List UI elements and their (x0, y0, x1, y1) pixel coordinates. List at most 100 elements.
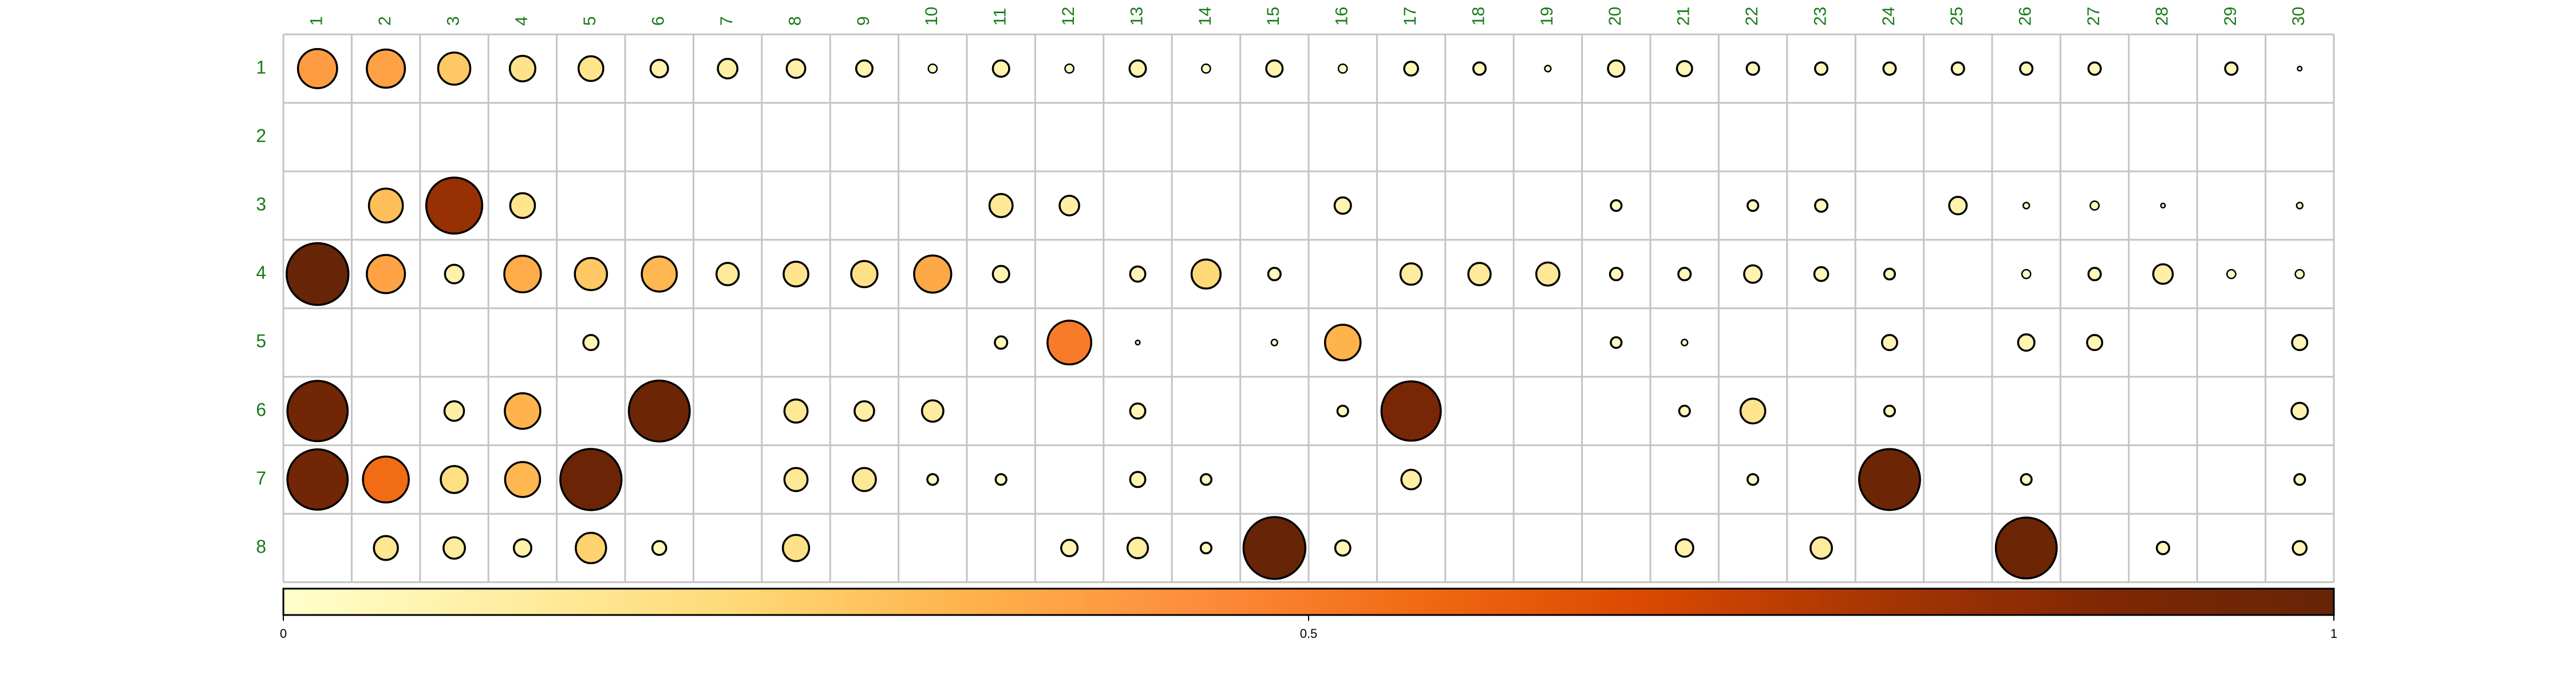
column-label: 21 (1674, 7, 1693, 26)
bubble-r8-c2 (373, 535, 399, 561)
bubble-r3-c28 (2160, 202, 2166, 209)
bubble-r6-c17 (1380, 380, 1442, 442)
column-label: 28 (2152, 7, 2171, 26)
bubble-r8-c12 (1060, 538, 1079, 558)
bubble-r3-c16 (1333, 196, 1352, 215)
bubble-r1-c14 (1201, 63, 1211, 74)
bubble-r5-c13 (1135, 340, 1141, 346)
bubble-r1-c22 (1745, 61, 1760, 76)
column-label: 4 (512, 16, 531, 26)
row-label: 7 (256, 468, 266, 488)
bubble-r1-c21 (1676, 60, 1693, 77)
bubble-r3-c27 (2089, 200, 2100, 211)
grid (282, 33, 2335, 583)
bubble-r3-c2 (368, 187, 404, 224)
bubble-r4-c20 (1609, 267, 1623, 282)
bubble-r7-c14 (1199, 473, 1213, 486)
bubble-r1-c7 (717, 57, 738, 80)
bubbles (285, 48, 2309, 580)
bubble-r6-c13 (1129, 402, 1147, 420)
column-label: 11 (991, 8, 1010, 26)
bubble-r8-c28 (2155, 541, 2171, 555)
bubble-r4-c5 (574, 257, 609, 291)
column-labels: 1 2 3 4 5 6 7 8 9 10 11 12 13 14 15 16 17 18 19 20 21 22 23 24 2… (307, 7, 2309, 26)
bubble-r4-c3 (444, 263, 465, 285)
bubble-r7-c24 (1858, 448, 1921, 511)
bubble-r8-c13 (1126, 537, 1149, 559)
bubble-r6-c1 (286, 380, 349, 443)
bubble-r7-c11 (994, 473, 1008, 486)
bubble-r3-c26 (2022, 202, 2030, 210)
bubble-r5-c16 (1323, 324, 1362, 361)
bubble-r1-c13 (1128, 59, 1147, 78)
bubble-r3-c12 (1058, 195, 1080, 216)
bubble-r8-c30 (2291, 540, 2308, 556)
bubble-r4-c6 (641, 255, 678, 293)
row-label: 5 (256, 331, 266, 352)
column-label: 25 (1947, 7, 1966, 26)
bubble-r6-c16 (1336, 404, 1349, 417)
bubble-r4-c13 (1129, 265, 1147, 283)
bubble-r4-c23 (1813, 266, 1830, 282)
bubble-r1-c6 (649, 58, 669, 78)
bubble-r6-c24 (1883, 404, 1897, 417)
bubble-r4-c2 (366, 254, 406, 294)
bubble-r4-c10 (913, 254, 953, 294)
bubble-r4-c9 (850, 259, 879, 289)
column-label: 29 (2221, 7, 2240, 26)
column-label: 16 (1333, 7, 1352, 26)
bubble-r6-c8 (783, 398, 809, 424)
bubble-r6-c21 (1678, 404, 1691, 417)
colorbar-tick-label: 0.5 (1300, 626, 1318, 641)
bubble-r1-c10 (927, 63, 938, 74)
colorbar-tick-label: 0 (280, 626, 287, 641)
column-label: 8 (785, 16, 804, 26)
bubble-r8-c8 (781, 534, 811, 562)
bubble-r1-c29 (2224, 61, 2239, 76)
column-label: 1 (307, 16, 326, 26)
row-label: 4 (256, 262, 266, 283)
bubble-r6-c9 (854, 400, 875, 422)
bubble-r7-c1 (286, 448, 349, 511)
column-label: 20 (1606, 7, 1625, 26)
row-label: 6 (256, 399, 266, 420)
bubble-r7-c8 (783, 467, 809, 492)
row-labels: 1 2 3 4 5 6 7 8 (256, 57, 266, 557)
bubble-r3-c25 (1948, 195, 1968, 216)
bubble-r1-c24 (1882, 61, 1897, 76)
column-label: 18 (1469, 7, 1488, 26)
column-label: 26 (2016, 7, 2035, 26)
bubble-r5-c20 (1610, 336, 1623, 349)
column-label: 5 (580, 16, 599, 26)
column-label: 6 (649, 16, 668, 26)
bubble-r5-c12 (1046, 320, 1093, 366)
bubble-r7-c13 (1129, 471, 1147, 488)
bubble-r7-c17 (1400, 468, 1422, 491)
colorbar-gradient (282, 588, 2335, 616)
bubble-r6-c6 (627, 379, 691, 443)
bubble-r1-c23 (1814, 61, 1829, 76)
bubble-r8-c26 (1994, 516, 2058, 579)
bubble-r1-c26 (2019, 61, 2034, 76)
bubble-r4-c27 (2087, 267, 2102, 282)
bubble-r1-c11 (991, 59, 1010, 78)
bubble-r4-c21 (1677, 267, 1692, 282)
bubble-r4-c24 (1883, 267, 1897, 281)
bubble-r8-c14 (1199, 541, 1213, 555)
bubble-r6-c4 (504, 392, 542, 430)
bubble-r3-c11 (988, 193, 1014, 218)
column-label: 15 (1264, 7, 1283, 26)
column-label: 12 (1059, 7, 1078, 26)
column-label: 10 (922, 7, 941, 26)
column-label: 23 (1811, 7, 1830, 26)
bubble-r1-c18 (1472, 61, 1487, 76)
bubble-r5-c5 (582, 334, 600, 352)
bubble-r8-c3 (442, 536, 466, 560)
bubble-r7-c3 (440, 465, 469, 494)
bubble-r4-c26 (2021, 269, 2032, 279)
bubble-r1-c27 (2087, 61, 2102, 76)
bubble-r7-c5 (559, 448, 623, 511)
row-label: 1 (256, 57, 266, 77)
bubble-r1-c17 (1403, 60, 1419, 77)
